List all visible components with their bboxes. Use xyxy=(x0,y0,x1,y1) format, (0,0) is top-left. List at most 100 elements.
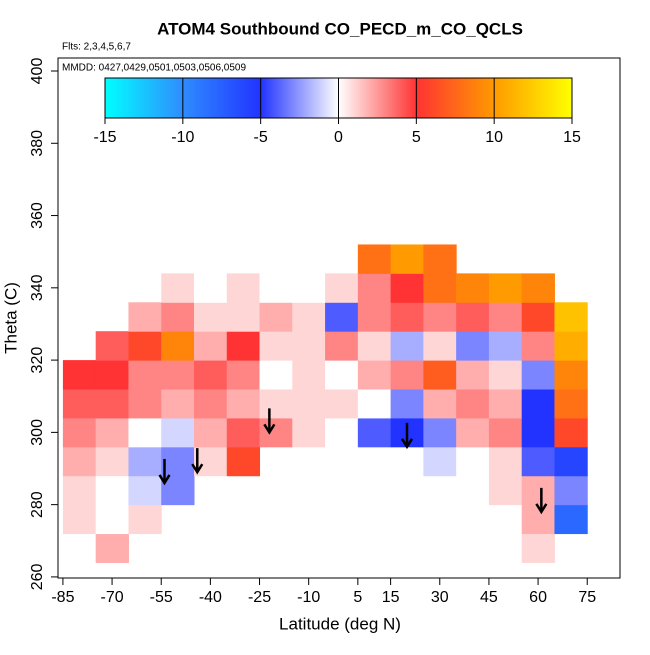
heat-cell xyxy=(521,360,555,390)
plot-frame xyxy=(57,57,621,579)
heat-cell xyxy=(292,417,326,448)
heat-cell xyxy=(62,417,97,448)
heat-cell xyxy=(95,475,129,506)
heat-cell xyxy=(95,389,129,419)
heat-cell xyxy=(554,417,588,448)
heat-cell xyxy=(95,331,129,361)
y-axis-label: Theta (C) xyxy=(1,282,20,354)
x-tick-label: -85 xyxy=(51,589,74,606)
heat-cell xyxy=(259,302,293,332)
heat-cell xyxy=(488,331,523,361)
y-tick-label: 260 xyxy=(29,563,46,590)
heat-cell xyxy=(521,389,555,419)
heat-cell xyxy=(325,331,359,361)
colorbar-tick-label: -5 xyxy=(254,129,268,146)
x-tick-label: 60 xyxy=(529,589,547,606)
heat-cell xyxy=(193,302,228,332)
heat-cell xyxy=(390,302,424,332)
heat-cell xyxy=(161,331,195,361)
heat-cell xyxy=(554,302,588,332)
x-tick-label: 30 xyxy=(431,589,449,606)
heat-cell xyxy=(161,273,195,303)
colorbar-tick-label: 15 xyxy=(563,129,581,146)
heat-cell xyxy=(325,273,359,303)
heat-cell xyxy=(325,389,359,419)
heat-cell xyxy=(488,417,523,448)
heat-cell xyxy=(456,302,490,332)
heatmap xyxy=(62,244,588,563)
heat-cell xyxy=(259,331,293,361)
heat-cell xyxy=(488,475,523,506)
heat-cell xyxy=(226,331,261,361)
heat-cell xyxy=(128,389,162,419)
heat-cell xyxy=(226,302,261,332)
annotation: MMDD: 0427,0429,0501,0503,0506,0509 xyxy=(62,63,246,74)
heat-cell xyxy=(357,244,392,274)
arrow-head xyxy=(263,423,276,435)
heat-cell xyxy=(128,446,162,477)
heat-cell xyxy=(456,446,490,477)
heat-cell xyxy=(521,504,555,535)
arrow-head xyxy=(158,474,171,486)
heat-cell xyxy=(161,302,195,332)
heat-cell xyxy=(390,244,424,274)
heat-cell xyxy=(521,475,555,506)
heat-cell xyxy=(554,360,588,390)
heat-cell xyxy=(292,389,326,419)
subtitle: Flts: 2,3,4,5,6,7 xyxy=(62,42,131,53)
chart-title: ATOM4 Southbound CO_PECD_m_CO_QCLS xyxy=(157,19,523,38)
heat-cell xyxy=(193,331,228,361)
heat-cell xyxy=(95,504,129,535)
heat-cell xyxy=(521,417,555,448)
heat-cell xyxy=(521,302,555,332)
heat-cell xyxy=(456,273,490,303)
heat-cell xyxy=(292,273,326,303)
colorbar-tick-label: -10 xyxy=(171,129,194,146)
heat-cell xyxy=(62,475,97,506)
heat-cell xyxy=(488,389,523,419)
heat-cell xyxy=(95,360,129,390)
heat-cell xyxy=(259,417,293,448)
x-tick-label: -40 xyxy=(199,589,222,606)
x-tick-label: 15 xyxy=(382,589,400,606)
heat-cell xyxy=(554,475,588,506)
heat-cell xyxy=(325,417,359,448)
heat-cell xyxy=(128,360,162,390)
heat-cell xyxy=(259,389,293,419)
y-tick-label: 300 xyxy=(29,419,46,446)
heat-cell xyxy=(390,360,424,390)
x-tick-label: -10 xyxy=(297,589,320,606)
heat-cell xyxy=(423,360,457,390)
x-tick-label: 5 xyxy=(353,589,362,606)
heat-cell xyxy=(521,273,555,303)
arrow-head xyxy=(400,438,414,450)
heat-cell xyxy=(193,389,228,419)
heat-cell xyxy=(193,446,228,477)
heat-cell xyxy=(390,389,424,419)
colorbar-tick-label: 10 xyxy=(485,129,503,146)
heat-cell xyxy=(488,446,523,477)
heat-cell xyxy=(357,360,392,390)
heat-cell xyxy=(456,389,490,419)
x-tick-label: 45 xyxy=(480,589,498,606)
heat-cell xyxy=(193,417,228,448)
heat-cell xyxy=(456,331,490,361)
x-axis-label: Latitude (deg N) xyxy=(279,614,401,633)
heat-cell xyxy=(226,417,261,448)
colorbar-tick-label: 5 xyxy=(412,129,421,146)
heat-cell xyxy=(95,533,129,563)
heat-cell xyxy=(292,302,326,332)
heat-cell xyxy=(423,244,457,274)
x-tick-label: -55 xyxy=(150,589,173,606)
heat-cell xyxy=(128,475,162,506)
heat-cell xyxy=(554,446,588,477)
heat-cell xyxy=(456,417,490,448)
heat-cell xyxy=(325,302,359,332)
heat-cell xyxy=(161,417,195,448)
heat-cell xyxy=(423,417,457,448)
heat-cell xyxy=(488,360,523,390)
heat-cell xyxy=(62,446,97,477)
heat-cell xyxy=(62,389,97,419)
heat-cell xyxy=(226,273,261,303)
